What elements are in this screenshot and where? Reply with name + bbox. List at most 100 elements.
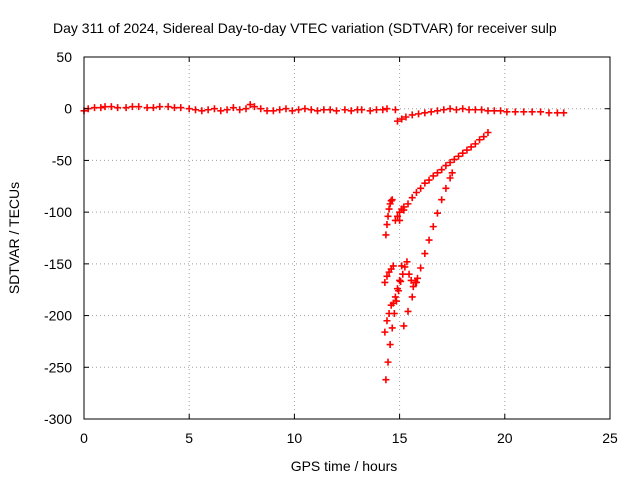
data-point bbox=[185, 105, 193, 113]
data-point bbox=[320, 106, 328, 114]
data-point bbox=[383, 317, 391, 325]
data-point bbox=[101, 103, 109, 111]
data-point bbox=[484, 107, 492, 115]
data-point bbox=[372, 106, 380, 114]
data-point bbox=[463, 146, 471, 154]
data-point bbox=[393, 285, 401, 293]
data-point bbox=[347, 107, 355, 115]
data-point bbox=[421, 179, 429, 187]
data-point bbox=[484, 129, 492, 137]
data-point bbox=[398, 115, 406, 123]
data-point bbox=[223, 106, 231, 114]
data-point bbox=[425, 236, 433, 244]
data-point bbox=[385, 310, 393, 318]
data-point bbox=[164, 103, 172, 111]
data-point bbox=[307, 106, 315, 114]
data-point bbox=[385, 205, 393, 213]
data-point bbox=[391, 293, 399, 301]
data-point bbox=[97, 104, 105, 112]
data-point bbox=[122, 104, 130, 112]
data-point bbox=[438, 166, 446, 174]
data-point bbox=[217, 107, 225, 115]
y-tick-label: -250 bbox=[44, 359, 72, 375]
plot-frame bbox=[83, 56, 611, 420]
data-point bbox=[381, 328, 389, 336]
data-point bbox=[400, 322, 408, 330]
data-point bbox=[429, 223, 437, 231]
data-point bbox=[402, 113, 410, 121]
data-point bbox=[408, 111, 416, 119]
data-point bbox=[276, 106, 284, 114]
data-point bbox=[246, 101, 254, 109]
data-point bbox=[383, 272, 391, 280]
data-point bbox=[421, 250, 429, 258]
y-tick-label: -300 bbox=[44, 411, 72, 427]
data-point bbox=[143, 104, 151, 112]
data-point bbox=[358, 106, 366, 114]
data-point bbox=[433, 209, 441, 217]
y-axis-label: SDTVAR / TECUs bbox=[6, 182, 22, 294]
data-point bbox=[446, 105, 454, 113]
data-point bbox=[433, 169, 441, 177]
data-point bbox=[114, 104, 122, 112]
data-point bbox=[389, 299, 397, 307]
data-point bbox=[397, 277, 405, 285]
data-point bbox=[229, 104, 237, 112]
data-point bbox=[407, 276, 415, 284]
data-point bbox=[446, 174, 454, 182]
data-point bbox=[282, 105, 290, 113]
data-point bbox=[91, 104, 99, 112]
data-point bbox=[545, 109, 553, 117]
chart-title: Day 311 of 2024, Sidereal Day-to-day VTE… bbox=[53, 20, 557, 36]
data-point bbox=[366, 107, 374, 115]
data-point bbox=[198, 107, 206, 115]
data-point bbox=[383, 221, 391, 229]
data-point bbox=[391, 106, 399, 114]
data-point bbox=[409, 283, 417, 291]
data-point bbox=[413, 274, 421, 282]
data-point bbox=[448, 169, 456, 177]
data-point bbox=[379, 106, 387, 114]
data-point bbox=[537, 108, 545, 116]
y-tick-label: 50 bbox=[56, 49, 72, 65]
data-point bbox=[381, 278, 389, 286]
data-point bbox=[408, 293, 416, 301]
data-point bbox=[465, 106, 473, 114]
data-point bbox=[382, 376, 390, 384]
data-point bbox=[415, 110, 423, 118]
data-point bbox=[399, 270, 407, 278]
data-point bbox=[400, 203, 408, 211]
data-point bbox=[425, 176, 433, 184]
data-point bbox=[387, 197, 395, 205]
data-point bbox=[446, 158, 454, 166]
x-tick-label: 15 bbox=[392, 430, 408, 446]
data-point bbox=[401, 263, 409, 271]
data-point bbox=[467, 143, 475, 151]
data-point bbox=[156, 103, 164, 111]
data-point bbox=[442, 184, 450, 192]
data-point bbox=[459, 105, 467, 113]
data-point bbox=[384, 358, 392, 366]
data-point bbox=[398, 262, 406, 270]
data-point bbox=[511, 108, 519, 116]
data-point bbox=[433, 107, 441, 115]
data-point bbox=[384, 212, 392, 220]
data-point bbox=[528, 108, 536, 116]
data-point bbox=[408, 194, 416, 202]
data-point bbox=[295, 106, 303, 114]
data-point bbox=[242, 105, 250, 113]
data-point bbox=[263, 107, 271, 115]
x-axis-label: GPS time / hours bbox=[291, 458, 398, 474]
data-point bbox=[383, 105, 391, 113]
y-tick-label: -200 bbox=[44, 308, 72, 324]
x-tick-label: 0 bbox=[80, 430, 88, 446]
grid-lines bbox=[84, 57, 610, 419]
x-tick-label: 5 bbox=[185, 430, 193, 446]
data-point bbox=[389, 262, 397, 270]
data-point bbox=[429, 172, 437, 180]
data-point bbox=[490, 107, 498, 115]
x-tick-label: 20 bbox=[497, 430, 513, 446]
data-point bbox=[388, 324, 396, 332]
data-point bbox=[386, 341, 394, 349]
